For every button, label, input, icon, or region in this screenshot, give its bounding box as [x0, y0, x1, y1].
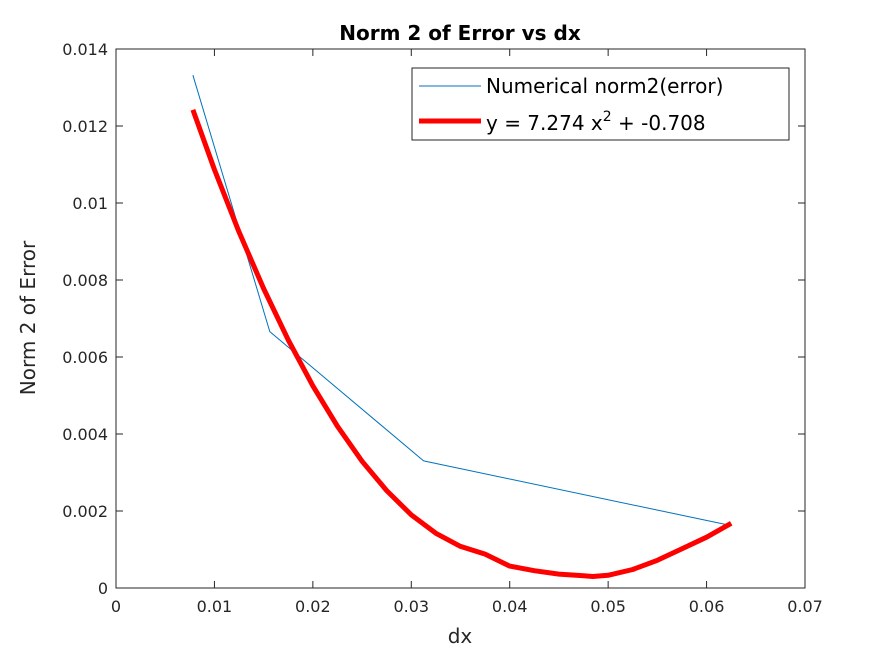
x-tick-label: 0.07 — [787, 597, 823, 616]
legend-label-fit: y = 7.274 x2 + -0.708 — [486, 109, 706, 135]
y-tick-label: 0.006 — [62, 348, 108, 367]
x-tick-label: 0.01 — [197, 597, 233, 616]
y-tick-label: 0.008 — [62, 271, 108, 290]
series-line-numerical — [192, 75, 732, 527]
x-axis-title: dx — [448, 624, 473, 648]
legend-fit-suffix: + -0.708 — [612, 111, 706, 135]
legend: Numerical norm2(error) y = 7.274 x2 + -0… — [411, 67, 790, 141]
x-tick-label: 0.03 — [393, 597, 429, 616]
legend-fit-prefix: y = 7.274 x — [486, 111, 603, 135]
x-axis: 0 0.01 0.02 0.03 0.04 0.05 0.06 0.07 — [111, 49, 823, 616]
x-tick-label: 0.05 — [590, 597, 626, 616]
y-axis-title: Norm 2 of Error — [16, 240, 40, 395]
plot-frame — [115, 48, 806, 589]
y-tick-label: 0.002 — [62, 502, 108, 521]
chart-title: Norm 2 of Error vs dx — [339, 21, 581, 45]
y-tick-label: 0.004 — [62, 425, 108, 444]
legend-label-numerical: Numerical norm2(error) — [486, 74, 723, 98]
x-tick-label: 0.02 — [295, 597, 331, 616]
x-tick-label: 0.06 — [689, 597, 725, 616]
series-layer — [190, 75, 733, 579]
y-axis: 0 0.002 0.004 0.006 0.008 0.01 0.012 0.014 — [62, 40, 805, 598]
y-tick-label: 0 — [98, 579, 108, 598]
series-line-fit — [190, 108, 733, 579]
legend-box — [411, 67, 790, 141]
legend-fit-superscript: 2 — [603, 109, 612, 125]
y-tick-label: 0.012 — [62, 117, 108, 136]
x-tick-label: 0 — [111, 597, 121, 616]
y-tick-label: 0.014 — [62, 40, 108, 59]
x-tick-label: 0.04 — [492, 597, 528, 616]
y-tick-label: 0.01 — [72, 194, 108, 213]
